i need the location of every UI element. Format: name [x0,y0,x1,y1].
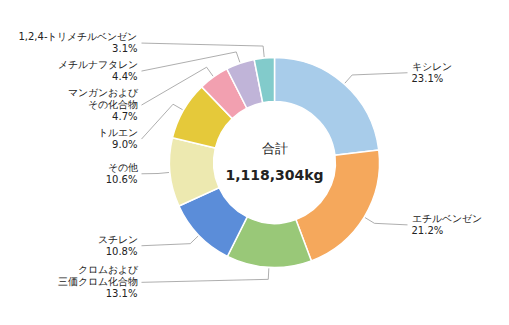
slice-label: メチルナフタレン4.4% [58,59,138,82]
center-text: 合計 [262,141,288,156]
plot: 合計 1,118,304kg キシレン23.1% エチルベンゼン21.2% クロムおよび… [18,31,481,299]
category-label: 三価クロム化合物 [58,276,138,287]
slice [254,58,274,103]
leader-line [345,73,408,83]
slice-label: キシレン23.1% [412,61,452,84]
leader-line [142,52,240,71]
leader-line [142,268,269,282]
leader-line [142,104,183,139]
slice-label: その他10.6% [106,162,138,185]
category-label: トルエン [98,127,138,138]
category-label: キシレン [412,61,452,72]
data-label: 23.1% [412,73,444,84]
slice-label: エチルベンゼン21.2% [412,213,482,236]
slices [170,58,380,268]
slice [275,58,379,156]
data-label: 21.2% [412,225,444,236]
chart: 合計 1,118,304kg キシレン23.1% エチルベンゼン21.2% クロムおよび… [0,0,509,325]
data-label: 4.4% [112,71,137,82]
slice-label: クロムおよび三価クロム化合物13.1% [58,264,139,299]
leader-line [142,172,169,173]
data-label: 4.7% [112,111,137,122]
slice-label: トルエン9.0% [98,127,138,150]
category-label: その化合物 [88,99,138,110]
slice-label: スチレン10.8% [98,234,138,257]
category-label: マンガンおよび [68,87,139,98]
data-label: 10.6% [106,174,138,185]
leader-line [365,218,407,225]
data-label: 10.8% [106,246,138,257]
category-label: スチレン [98,234,138,245]
category-label: その他 [108,162,138,173]
category-label: エチルベンゼン [412,213,482,224]
slice-label: 1,2,4-トリメチルベンゼン3.1% [18,31,137,54]
data-label: 3.1% [112,43,137,54]
center-text: 1,118,304kg [225,167,323,183]
leader-line [142,43,265,57]
data-label: 9.0% [112,139,137,150]
slice-label: マンガンおよびその化合物4.7% [68,87,139,122]
leader-line [142,67,214,105]
category-label: メチルナフタレン [58,59,138,70]
labels: キシレン23.1% エチルベンゼン21.2% クロムおよび三価クロム化合物13.1%… [18,31,481,299]
leader-line [142,236,199,246]
category-label: 1,2,4-トリメチルベンゼン [18,31,137,42]
data-label: 13.1% [106,288,138,299]
category-label: クロムおよび [78,264,139,275]
